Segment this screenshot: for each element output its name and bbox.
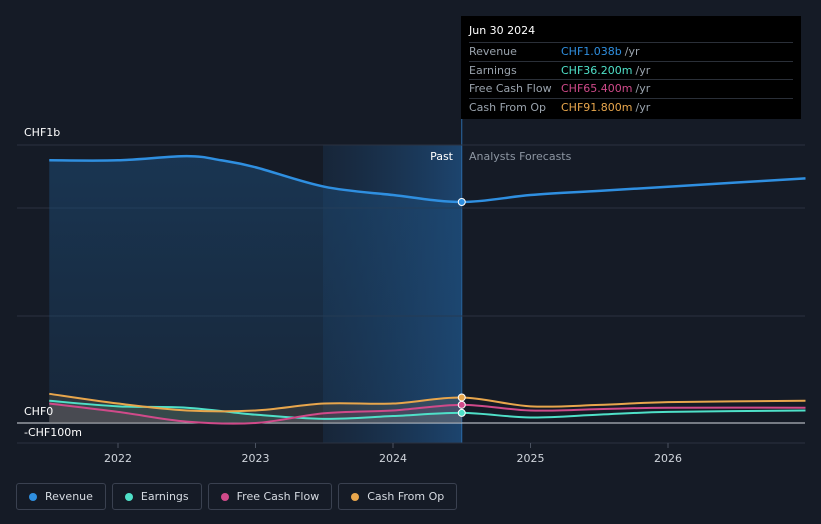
legend-dot-icon (124, 492, 133, 501)
tooltip-unit: /yr (635, 100, 651, 114)
y-axis-top-label: CHF1b (24, 126, 60, 139)
tooltip-panel: Jun 30 2024 Revenue CHF1.038b/yr Earnings C… (461, 16, 801, 119)
tooltip-row: Cash From Op CHF91.800m/yr (469, 97, 793, 117)
legend-label: Free Cash Flow (236, 490, 320, 503)
tooltip-value: CHF36.200m (561, 63, 633, 77)
cash-from-op-area (49, 393, 462, 423)
cash-from-op-marker (457, 393, 466, 402)
free-cash-flow-line (49, 402, 806, 425)
legend-item-cash-from-op[interactable]: Cash From Op (338, 483, 458, 510)
tooltip-row: Earnings CHF36.200m/yr (469, 60, 793, 80)
legend-item-free-cash-flow[interactable]: Free Cash Flow (207, 483, 333, 510)
x-tick-label-2023: 2023 (242, 452, 270, 465)
legend-item-earnings[interactable]: Earnings (111, 483, 202, 510)
tooltip-row: Free Cash Flow CHF65.400m/yr (469, 79, 793, 98)
x-tick-label-2026: 2026 (654, 452, 682, 465)
tooltip-value: CHF1.038b (561, 45, 622, 59)
past-section-label: Past (430, 150, 454, 163)
legend-dot-icon (29, 492, 37, 501)
x-tick-label-2022: 2022 (104, 452, 132, 465)
cash-from-op-line (49, 392, 806, 413)
legend-item-revenue[interactable]: Revenue (16, 483, 106, 510)
free-cash-flow-marker (457, 400, 466, 409)
tooltip-row: Revenue CHF1.038b/yr (469, 42, 793, 61)
forecast-section-label: Analysts Forecasts (469, 150, 572, 163)
tooltip-unit: /yr (635, 63, 651, 77)
revenue-marker (457, 197, 466, 206)
tooltip-label: Revenue (469, 45, 517, 59)
legend-label: Revenue (45, 490, 93, 503)
revenue-line (49, 154, 806, 204)
tooltip-unit: /yr (624, 45, 640, 59)
y-axis-zero-label: CHF0 (24, 405, 53, 418)
tooltip-unit: /yr (635, 82, 651, 96)
earnings-line (49, 399, 806, 420)
tooltip-value: CHF91.800m (561, 100, 633, 114)
y-axis-bottom-label: -CHF100m (24, 426, 82, 439)
legend: Revenue Earnings Free Cash Flow Cash From O… (16, 483, 458, 510)
legend-dot-icon (220, 492, 229, 501)
tooltip-date: Jun 30 2024 (469, 24, 536, 37)
legend-label: Earnings (140, 490, 189, 503)
earnings-marker (457, 408, 466, 417)
tooltip-label: Earnings (469, 63, 517, 77)
x-tick-label-2024: 2024 (379, 452, 407, 465)
tooltip-label: Free Cash Flow (469, 82, 552, 96)
revenue-area (49, 156, 462, 423)
legend-dot-icon (351, 492, 360, 501)
tooltip-label: Cash From Op (469, 100, 547, 114)
legend-label: Cash From Op (367, 490, 445, 503)
x-tick-label-2025: 2025 (517, 452, 545, 465)
tooltip-value: CHF65.400m (561, 82, 633, 96)
